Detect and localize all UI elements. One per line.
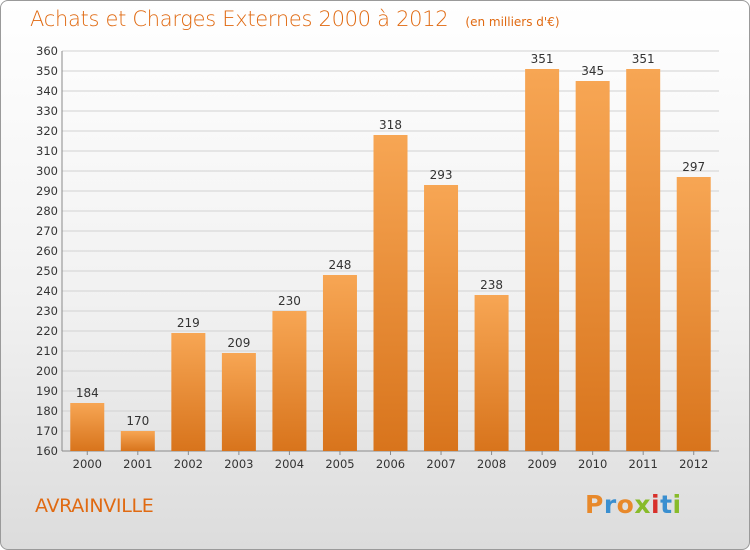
bar-2007 bbox=[424, 185, 459, 451]
data-label: 170 bbox=[126, 414, 149, 428]
y-tick-label: 350 bbox=[36, 64, 58, 78]
logo-letter: x bbox=[634, 490, 651, 519]
y-tick-label: 250 bbox=[36, 264, 58, 278]
y-tick-label: 330 bbox=[36, 104, 58, 118]
bar-2008 bbox=[474, 295, 509, 451]
y-tick-label: 260 bbox=[36, 244, 58, 258]
bar-2001 bbox=[120, 431, 155, 451]
town-name: AVRAINVILLE bbox=[35, 495, 154, 517]
y-tick-label: 340 bbox=[36, 84, 58, 98]
data-label: 293 bbox=[430, 168, 453, 182]
logo-letter: o bbox=[616, 490, 635, 519]
bar-2003 bbox=[221, 353, 256, 451]
data-label: 248 bbox=[329, 258, 352, 272]
title-main: Achats et Charges Externes 2000 à 2012 bbox=[30, 7, 449, 31]
bar-2002 bbox=[171, 333, 206, 451]
data-label: 209 bbox=[227, 336, 250, 350]
y-tick-label: 310 bbox=[36, 144, 58, 158]
data-label: 351 bbox=[632, 52, 655, 66]
bar-2012 bbox=[676, 177, 711, 451]
data-label: 318 bbox=[379, 118, 402, 132]
y-tick-label: 240 bbox=[36, 284, 58, 298]
bar-2004 bbox=[272, 311, 307, 451]
y-tick-label: 290 bbox=[36, 184, 58, 198]
bar-2009 bbox=[525, 69, 560, 451]
y-tick-label: 200 bbox=[36, 364, 58, 378]
logo-letter: r bbox=[603, 490, 617, 519]
y-tick-label: 180 bbox=[36, 404, 58, 418]
title-unit: (en milliers d'€) bbox=[465, 15, 560, 29]
x-tick-label: 2001 bbox=[123, 457, 152, 471]
y-tick-label: 230 bbox=[36, 304, 58, 318]
y-tick-label: 160 bbox=[36, 444, 58, 458]
y-tick-label: 210 bbox=[36, 344, 58, 358]
axis-layer: 160 170 180 190 200 210 220 230 240 250 260 270 280 2… bbox=[36, 44, 719, 471]
bar-2000 bbox=[70, 403, 105, 451]
data-label: 219 bbox=[177, 316, 200, 330]
y-tick-label: 170 bbox=[36, 424, 58, 438]
x-tick-label: 2009 bbox=[527, 457, 556, 471]
y-tick-label: 220 bbox=[36, 324, 58, 338]
y-tick-label: 320 bbox=[36, 124, 58, 138]
data-label: 345 bbox=[581, 64, 604, 78]
x-tick-label: 2006 bbox=[376, 457, 405, 471]
x-tick-label: 2008 bbox=[477, 457, 506, 471]
x-tick-label: 2000 bbox=[73, 457, 102, 471]
x-tick-label: 2010 bbox=[578, 457, 607, 471]
proxiti-logo: Proxiti bbox=[585, 490, 682, 519]
data-label: 230 bbox=[278, 294, 301, 308]
bar-2011 bbox=[626, 69, 661, 451]
x-tick-label: 2002 bbox=[174, 457, 203, 471]
bar-2005 bbox=[322, 275, 357, 451]
x-tick-label: 2012 bbox=[679, 457, 708, 471]
x-tick-label: 2004 bbox=[275, 457, 304, 471]
bar-layer bbox=[70, 69, 711, 451]
y-tick-label: 300 bbox=[36, 164, 58, 178]
x-tick-label: 2003 bbox=[224, 457, 253, 471]
x-tick-label: 2011 bbox=[629, 457, 658, 471]
y-tick-label: 360 bbox=[36, 44, 58, 58]
label-layer: 184 170 219 209 230 248 318 293 238 351 345 351 297 bbox=[76, 52, 705, 428]
y-tick-label: 280 bbox=[36, 204, 58, 218]
data-label: 297 bbox=[682, 160, 705, 174]
logo-letter: i bbox=[651, 490, 661, 519]
x-tick-label: 2005 bbox=[325, 457, 354, 471]
x-tick-label: 2007 bbox=[426, 457, 455, 471]
bar-2006 bbox=[373, 135, 408, 451]
data-label: 238 bbox=[480, 278, 503, 292]
data-label: 351 bbox=[531, 52, 554, 66]
chart-title: Achats et Charges Externes 2000 à 2012 (… bbox=[30, 7, 560, 31]
data-label: 184 bbox=[76, 386, 99, 400]
y-tick-label: 270 bbox=[36, 224, 58, 238]
logo-letter: i bbox=[672, 490, 682, 519]
bar-2010 bbox=[575, 81, 610, 451]
logo-letter: t bbox=[660, 490, 673, 519]
y-tick-label: 190 bbox=[36, 384, 58, 398]
logo-letter: P bbox=[585, 490, 604, 519]
